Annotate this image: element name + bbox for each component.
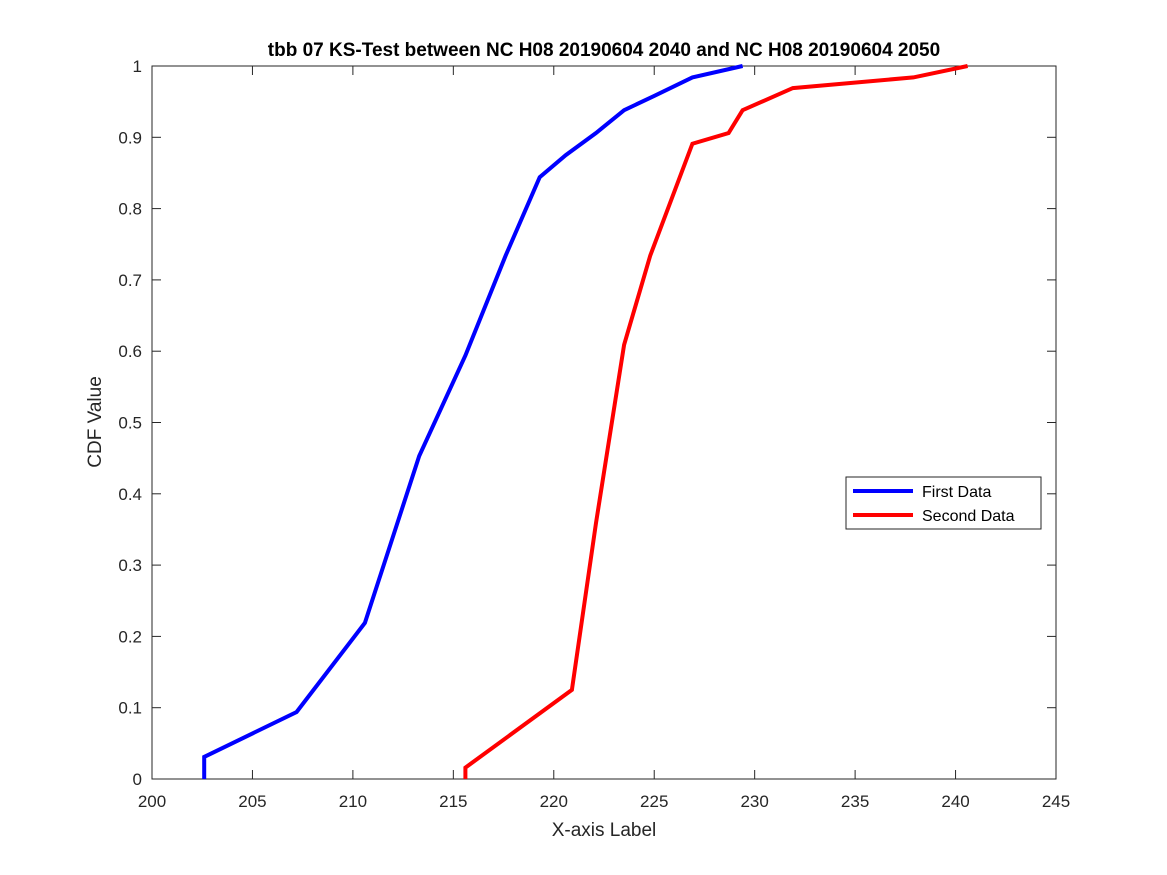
x-tick-label: 230: [740, 792, 768, 811]
y-tick-label: 0.4: [118, 485, 142, 504]
y-tick-label: 0.2: [118, 627, 142, 646]
x-tick-label: 200: [138, 792, 166, 811]
y-tick-label: 0.1: [118, 699, 142, 718]
x-tick-label: 210: [339, 792, 367, 811]
series-line-2: [463, 64, 969, 779]
series-line-1: [202, 64, 744, 779]
y-tick-label: 0.6: [118, 342, 142, 361]
chart-title: tbb 07 KS-Test between NC H08 20190604 2…: [268, 40, 940, 61]
x-tick-label: 205: [238, 792, 266, 811]
y-tick-label: 0.3: [118, 556, 142, 575]
x-tick-label: 245: [1042, 792, 1070, 811]
y-tick-label: 0.5: [118, 414, 142, 433]
x-tick-label: 215: [439, 792, 467, 811]
y-tick-label: 0: [133, 770, 142, 789]
series-lines: [202, 64, 969, 779]
y-tick-label: 0.9: [118, 128, 142, 147]
x-tick-label: 240: [941, 792, 969, 811]
x-axis-label: X-axis Label: [552, 820, 657, 841]
axis-ticks: 200 205 210 215 220 225 230 235 240 245 0 0.1 0.2 0.3…: [118, 57, 1070, 811]
y-tick-label: 0.8: [118, 200, 142, 219]
x-tick-label: 220: [540, 792, 568, 811]
x-tick-label: 225: [640, 792, 668, 811]
plot-area: [151, 65, 1057, 780]
y-tick-label: 0.7: [118, 271, 142, 290]
legend: First Data Second Data: [845, 476, 1042, 530]
y-axis-label: CDF Value: [85, 376, 106, 468]
x-tick-label: 235: [841, 792, 869, 811]
legend-entry-2: Second Data: [922, 508, 1015, 525]
legend-entry-1: First Data: [922, 484, 991, 501]
y-tick-label: 1: [133, 57, 142, 76]
legend-box: [845, 476, 1042, 530]
